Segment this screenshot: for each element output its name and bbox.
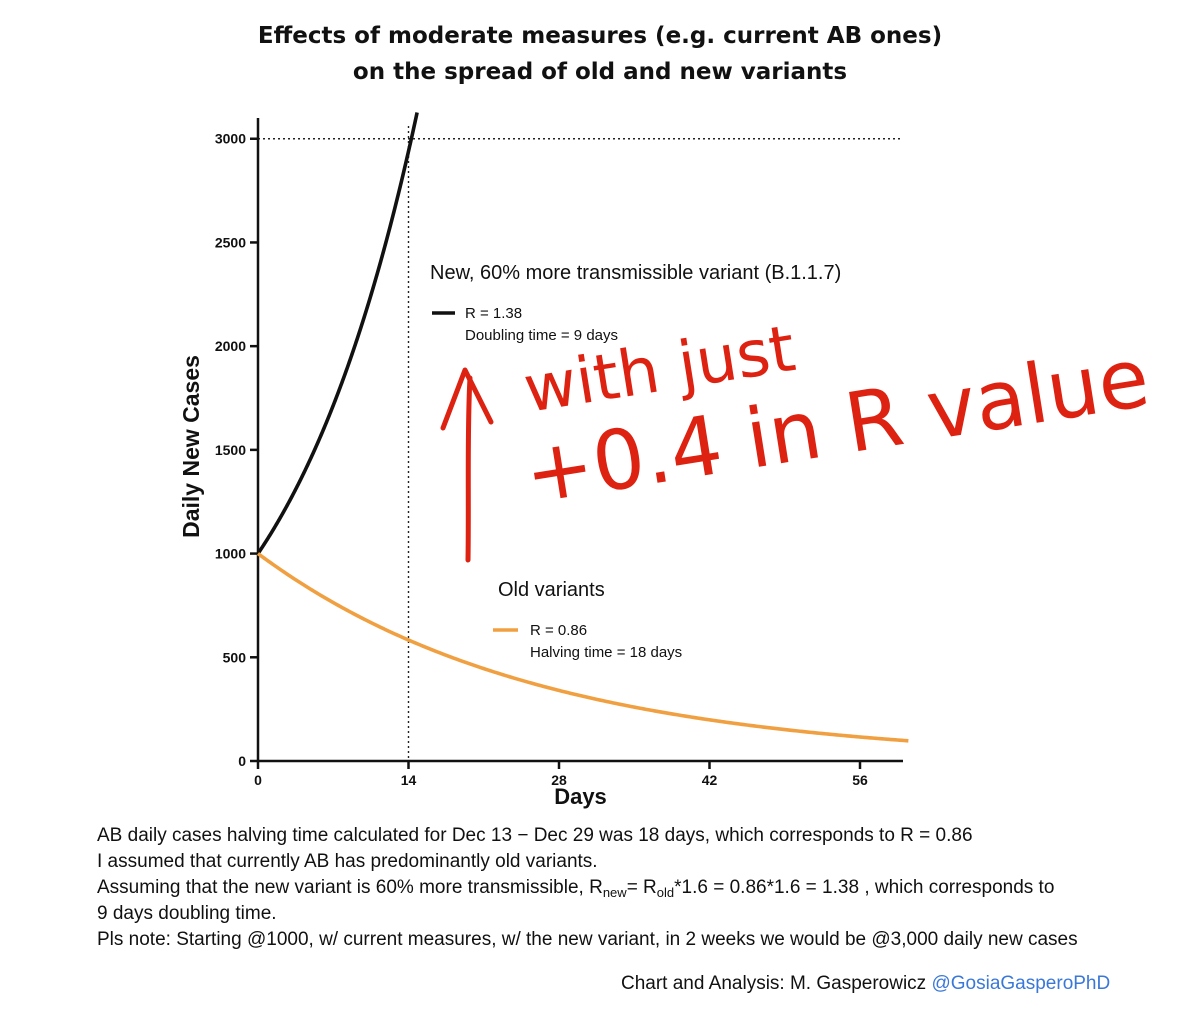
note-line-3-b: = R [626,877,657,898]
x-tick-label: 14 [401,772,417,788]
legend-block-new: New, 60% more transmissible variant (B.1… [430,262,841,344]
legend: New, 60% more transmissible variant (B.1… [430,262,841,661]
series-lines [256,112,909,743]
handwritten-annotation: with just+0.4 in R value [440,312,1155,563]
note-line-5: Pls note: Starting @1000, w/ current mea… [97,929,1078,950]
chart-title: Effects of moderate measures (e.g. curre… [0,18,1200,90]
note-line-1: AB daily cases halving time calculated f… [97,825,973,846]
chart-title-line-1: Effects of moderate measures (e.g. curre… [257,23,943,49]
y-tick-label: 3000 [215,131,246,147]
note-line-4: 9 days doubling time. [97,903,277,924]
y-tick-label: 2000 [215,338,246,354]
line-chart: 0 500 1000 1500 2000 2500 3000 0 14 28 42 56 Days Dai… [178,112,1155,809]
legend-line: R = 0.86 [530,622,587,639]
credit: Chart and Analysis: M. Gasperowicz @Gosi… [621,973,1110,995]
annotation-arrow-shaft [465,375,473,563]
note-line-2: I assumed that currently AB has predomin… [97,851,598,872]
note-line-3-c: *1.6 = 0.86*1.6 = 1.38 , which correspon… [674,877,1055,898]
legend-line: R = 1.38 [465,305,522,322]
note-line-3-a: Assuming that the new variant is 60% mor… [97,877,603,898]
x-axis-label: Days [554,784,607,809]
credit-handle[interactable]: @GosiaGasperoPhD [931,973,1111,994]
legend-line: Halving time = 18 days [530,644,682,661]
x-tick-label: 28 [551,772,567,788]
y-tick-label: 1000 [215,546,246,562]
series-line-old-variants [256,552,909,743]
series-line-new-variant [258,112,419,555]
x-tick-label: 56 [852,772,868,788]
legend-heading: New, 60% more transmissible variant (B.1… [430,262,841,284]
y-axis-label: Daily New Cases [178,355,204,538]
credit-label: Chart and Analysis: M. Gasperowicz [621,973,927,994]
y-tick-label: 1500 [215,442,246,458]
y-tick-label: 0 [238,753,246,769]
x-tick-label: 42 [702,772,718,788]
axes: 0 500 1000 1500 2000 2500 3000 0 14 28 42 56 Days Dai… [178,118,903,809]
y-tick-label: 500 [223,649,247,665]
legend-block-old: Old variants R = 0.86 Halving time = 18 da… [493,579,682,661]
legend-heading: Old variants [498,579,605,601]
legend-line: Doubling time = 9 days [465,327,618,344]
subscript-new: new [602,885,627,900]
reference-lines [258,126,903,761]
annotation-arrow-head [440,367,494,431]
x-tick-label: 0 [254,772,262,788]
analysis-notes: AB daily cases halving time calculated f… [97,823,1078,953]
note-line-3: Assuming that the new variant is 60% mor… [97,875,1078,901]
y-tick-label: 2500 [215,234,246,250]
subscript-old: old [656,885,675,900]
chart-title-line-2: on the spread of old and new variants [352,59,848,85]
